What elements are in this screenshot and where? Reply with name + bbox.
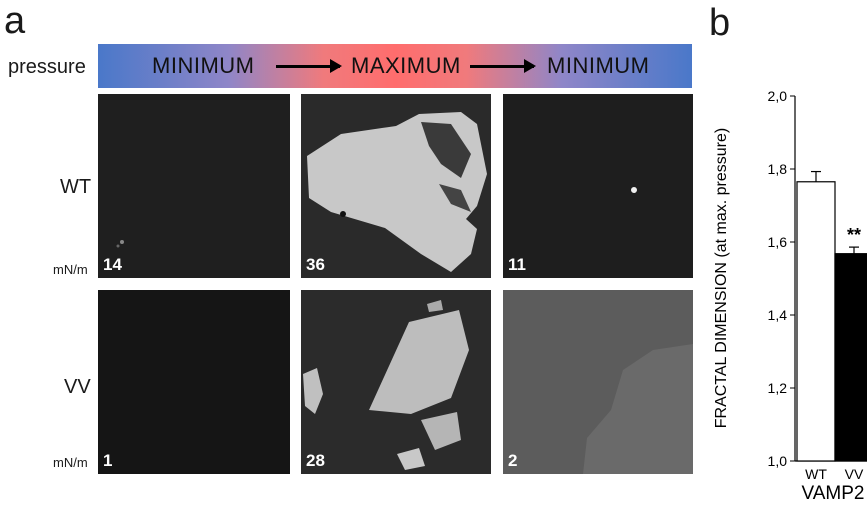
micrograph-vv-max: 28 [301,290,491,474]
micrograph-vv-min-return: 2 [503,290,693,474]
pressure-label: pressure [8,56,86,78]
pressure-value: 14 [103,255,122,274]
pressure-value: 28 [306,451,325,470]
y-axis-label: FRACTAL DIMENSION (at max. pressure) [713,128,730,429]
x-tick-label: VV [845,466,864,482]
micrograph-wt-min-return: 11 [503,94,693,278]
pressure-value: 36 [306,255,325,274]
right-arrow-icon [276,59,342,73]
x-tick-label: WT [805,466,827,482]
y-tick-label: 2,0 [768,88,788,104]
row-label-vv: VV [64,376,91,398]
row-label-wt: WT [60,176,92,198]
y-tick-label: 1,6 [768,234,788,250]
right-arrow-icon [470,59,536,73]
significance-annotation: ** [847,225,861,245]
panel-label-a: a [4,0,26,42]
y-tick-label: 1,8 [768,161,788,177]
micrograph-vv-min: 1 [98,290,290,474]
stage-minimum-start: MINIMUM [152,53,255,78]
unit-label-vv: mN/m [53,455,88,470]
panel-label-b: b [709,2,731,44]
fractal-dimension-chart: FRACTAL DIMENSION (at max. pressure) 1,0… [713,88,867,504]
y-tick-label: 1,2 [768,380,788,396]
micrograph-wt-min: 14 [98,94,290,278]
stage-minimum-end: MINIMUM [547,53,650,78]
bar-vv [834,253,867,462]
pressure-value: 1 [103,451,113,470]
pressure-value: 2 [508,451,518,470]
micrograph-wt-max: 36 [301,94,491,278]
bar-wt [796,181,836,462]
pressure-gradient-bar: MINIMUM MAXIMUM MINIMUM [98,44,692,88]
stage-maximum: MAXIMUM [351,53,461,78]
unit-label-wt: mN/m [53,262,88,277]
pressure-value: 11 [508,255,526,274]
y-tick-label: 1,0 [768,453,788,469]
y-tick-label: 1,4 [768,307,788,323]
x-axis-label: VAMP2 [801,483,864,504]
